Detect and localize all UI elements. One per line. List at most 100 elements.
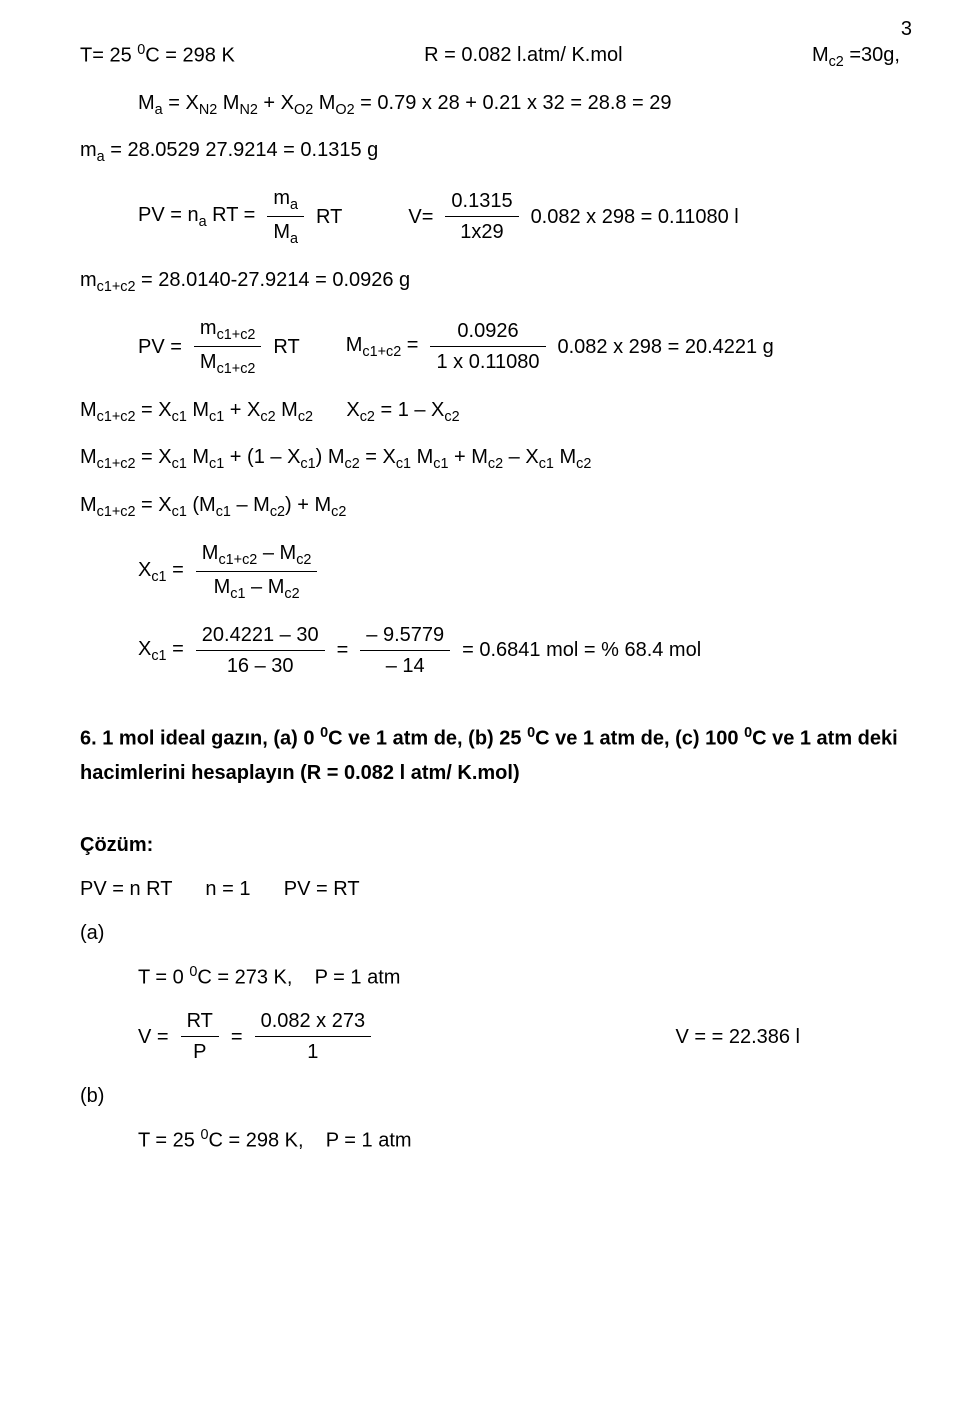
text: m <box>273 187 290 209</box>
sub: a <box>290 197 298 213</box>
text: M <box>187 399 209 421</box>
sub: c1 <box>216 504 231 520</box>
text: – X <box>503 446 539 468</box>
text: m <box>200 317 217 339</box>
eq-line-5: mc1+c2 = 28.0140-27.9214 = 0.0926 g <box>80 265 900 299</box>
sub: c1+c2 <box>362 344 401 360</box>
eq-line-10: Xc1 = Mc1+c2 – Mc2 Mc1 – Mc2 <box>80 538 900 606</box>
text: = <box>167 559 184 581</box>
text: 0.0926 <box>430 316 545 347</box>
sub: c2 <box>260 409 275 425</box>
solution-label: Çözüm: <box>80 830 900 860</box>
text: = 0.79 x 28 + 0.21 x 32 = 28.8 = 29 <box>355 92 672 114</box>
text: ) + M <box>285 494 331 516</box>
text: = 1 – X <box>375 399 445 421</box>
text: = <box>401 334 418 356</box>
sub: c2 <box>829 54 844 70</box>
text: M <box>273 221 290 243</box>
text: M <box>80 494 97 516</box>
sub: c1 <box>539 456 554 472</box>
sub: c1 <box>172 409 187 425</box>
part-a-line-1: T = 0 0C = 273 K, P = 1 atm <box>80 962 900 993</box>
sub: c2 <box>331 504 346 520</box>
text: = <box>337 635 349 665</box>
text: M <box>80 399 97 421</box>
text: M <box>812 44 829 66</box>
text: M <box>276 399 298 421</box>
eq-line-6: PV = mc1+c2 Mc1+c2 RT Mc1+c2 = 0.0926 1 … <box>80 313 900 381</box>
sup: 0 <box>744 725 752 741</box>
eq-line-4: PV = na RT = ma Ma RT V= 0.1315 1x29 0.0… <box>80 183 900 251</box>
eq-line-7: Mc1+c2 = Xc1 Mc1 + Xc2 Mc2 Xc2 = 1 – Xc2 <box>80 395 900 429</box>
sub: c1 <box>209 456 224 472</box>
text: – M <box>245 576 284 598</box>
text: M <box>138 92 155 114</box>
eq-line-11: Xc1 = 20.4221 – 30 16 – 30 = – 9.5779 – … <box>80 620 900 681</box>
text: = X <box>163 92 199 114</box>
text: 0.082 x 298 = 20.4221 g <box>558 332 774 362</box>
text: = X <box>135 446 171 468</box>
text: RT <box>316 202 342 232</box>
text: 1 x 0.11080 <box>430 347 545 377</box>
text: = 28.0140-27.9214 = 0.0926 g <box>135 269 410 291</box>
part-b-label: (b) <box>80 1081 900 1111</box>
text: = <box>231 1022 243 1052</box>
sub: c1 <box>396 456 411 472</box>
text: M <box>346 334 363 356</box>
fraction: Mc1+c2 – Mc2 Mc1 – Mc2 <box>196 538 318 606</box>
text: M <box>554 446 576 468</box>
text: RT <box>181 1006 219 1037</box>
sub: c1+c2 <box>97 279 136 295</box>
text: – 14 <box>360 651 450 681</box>
text: =30g, <box>844 44 900 66</box>
fraction: mc1+c2 Mc1+c2 <box>194 313 261 381</box>
eq-line-2: Ma = XN2 MN2 + XO2 MO2 = 0.79 x 28 + 0.2… <box>80 88 900 122</box>
sub: a <box>290 231 298 247</box>
text: = 0.6841 mol = % 68.4 mol <box>462 635 701 665</box>
text: + X <box>224 399 260 421</box>
sub: O2 <box>335 102 354 118</box>
sub: c1 <box>433 456 448 472</box>
eq-line-3: ma = 28.0529 27.9214 = 0.1315 g <box>80 135 900 169</box>
fraction: 0.1315 1x29 <box>445 186 518 247</box>
text: – 9.5779 <box>360 620 450 651</box>
text: = X <box>135 494 171 516</box>
text: 0.082 x 273 <box>255 1006 372 1037</box>
text: T = 0 <box>138 966 189 988</box>
text: + X <box>258 92 294 114</box>
sub: c1+c2 <box>217 361 256 377</box>
sub: c2 <box>298 409 313 425</box>
text: (M <box>187 494 216 516</box>
text: C ve 1 atm de, (c) 100 <box>535 728 744 750</box>
text: P <box>181 1037 219 1067</box>
sub: c2 <box>488 456 503 472</box>
question-6: 6. 1 mol ideal gazın, (a) 0 0C ve 1 atm … <box>80 721 900 790</box>
sub: c1+c2 <box>97 456 136 472</box>
sub: c2 <box>576 456 591 472</box>
text: 0.1315 <box>445 186 518 217</box>
text: m <box>80 139 97 161</box>
text: C ve 1 atm de, (b) 25 <box>328 728 527 750</box>
sub: c2 <box>360 409 375 425</box>
sub: c1 <box>209 409 224 425</box>
text: M <box>313 92 335 114</box>
sub: c1 <box>172 504 187 520</box>
text: 20.4221 – 30 <box>196 620 325 651</box>
page: 3 T= 25 0C = 298 K R = 0.082 l.atm/ K.mo… <box>0 0 960 1210</box>
sub: c1 <box>151 648 166 664</box>
sub: c2 <box>444 409 459 425</box>
part-b-line-1: T = 25 0C = 298 K, P = 1 atm <box>80 1125 900 1156</box>
page-number: 3 <box>901 18 912 41</box>
text: M <box>187 446 209 468</box>
text: C = 273 K, P = 1 atm <box>197 966 400 988</box>
text: M <box>214 576 231 598</box>
fraction: 0.0926 1 x 0.11080 <box>430 316 545 377</box>
sub: a <box>199 214 207 230</box>
text: + M <box>448 446 487 468</box>
text: M <box>200 351 217 373</box>
text: 1 <box>255 1037 372 1067</box>
text: PV = n <box>138 204 199 226</box>
sub: c1 <box>300 456 315 472</box>
fraction: 20.4221 – 30 16 – 30 <box>196 620 325 681</box>
sub: a <box>97 149 105 165</box>
